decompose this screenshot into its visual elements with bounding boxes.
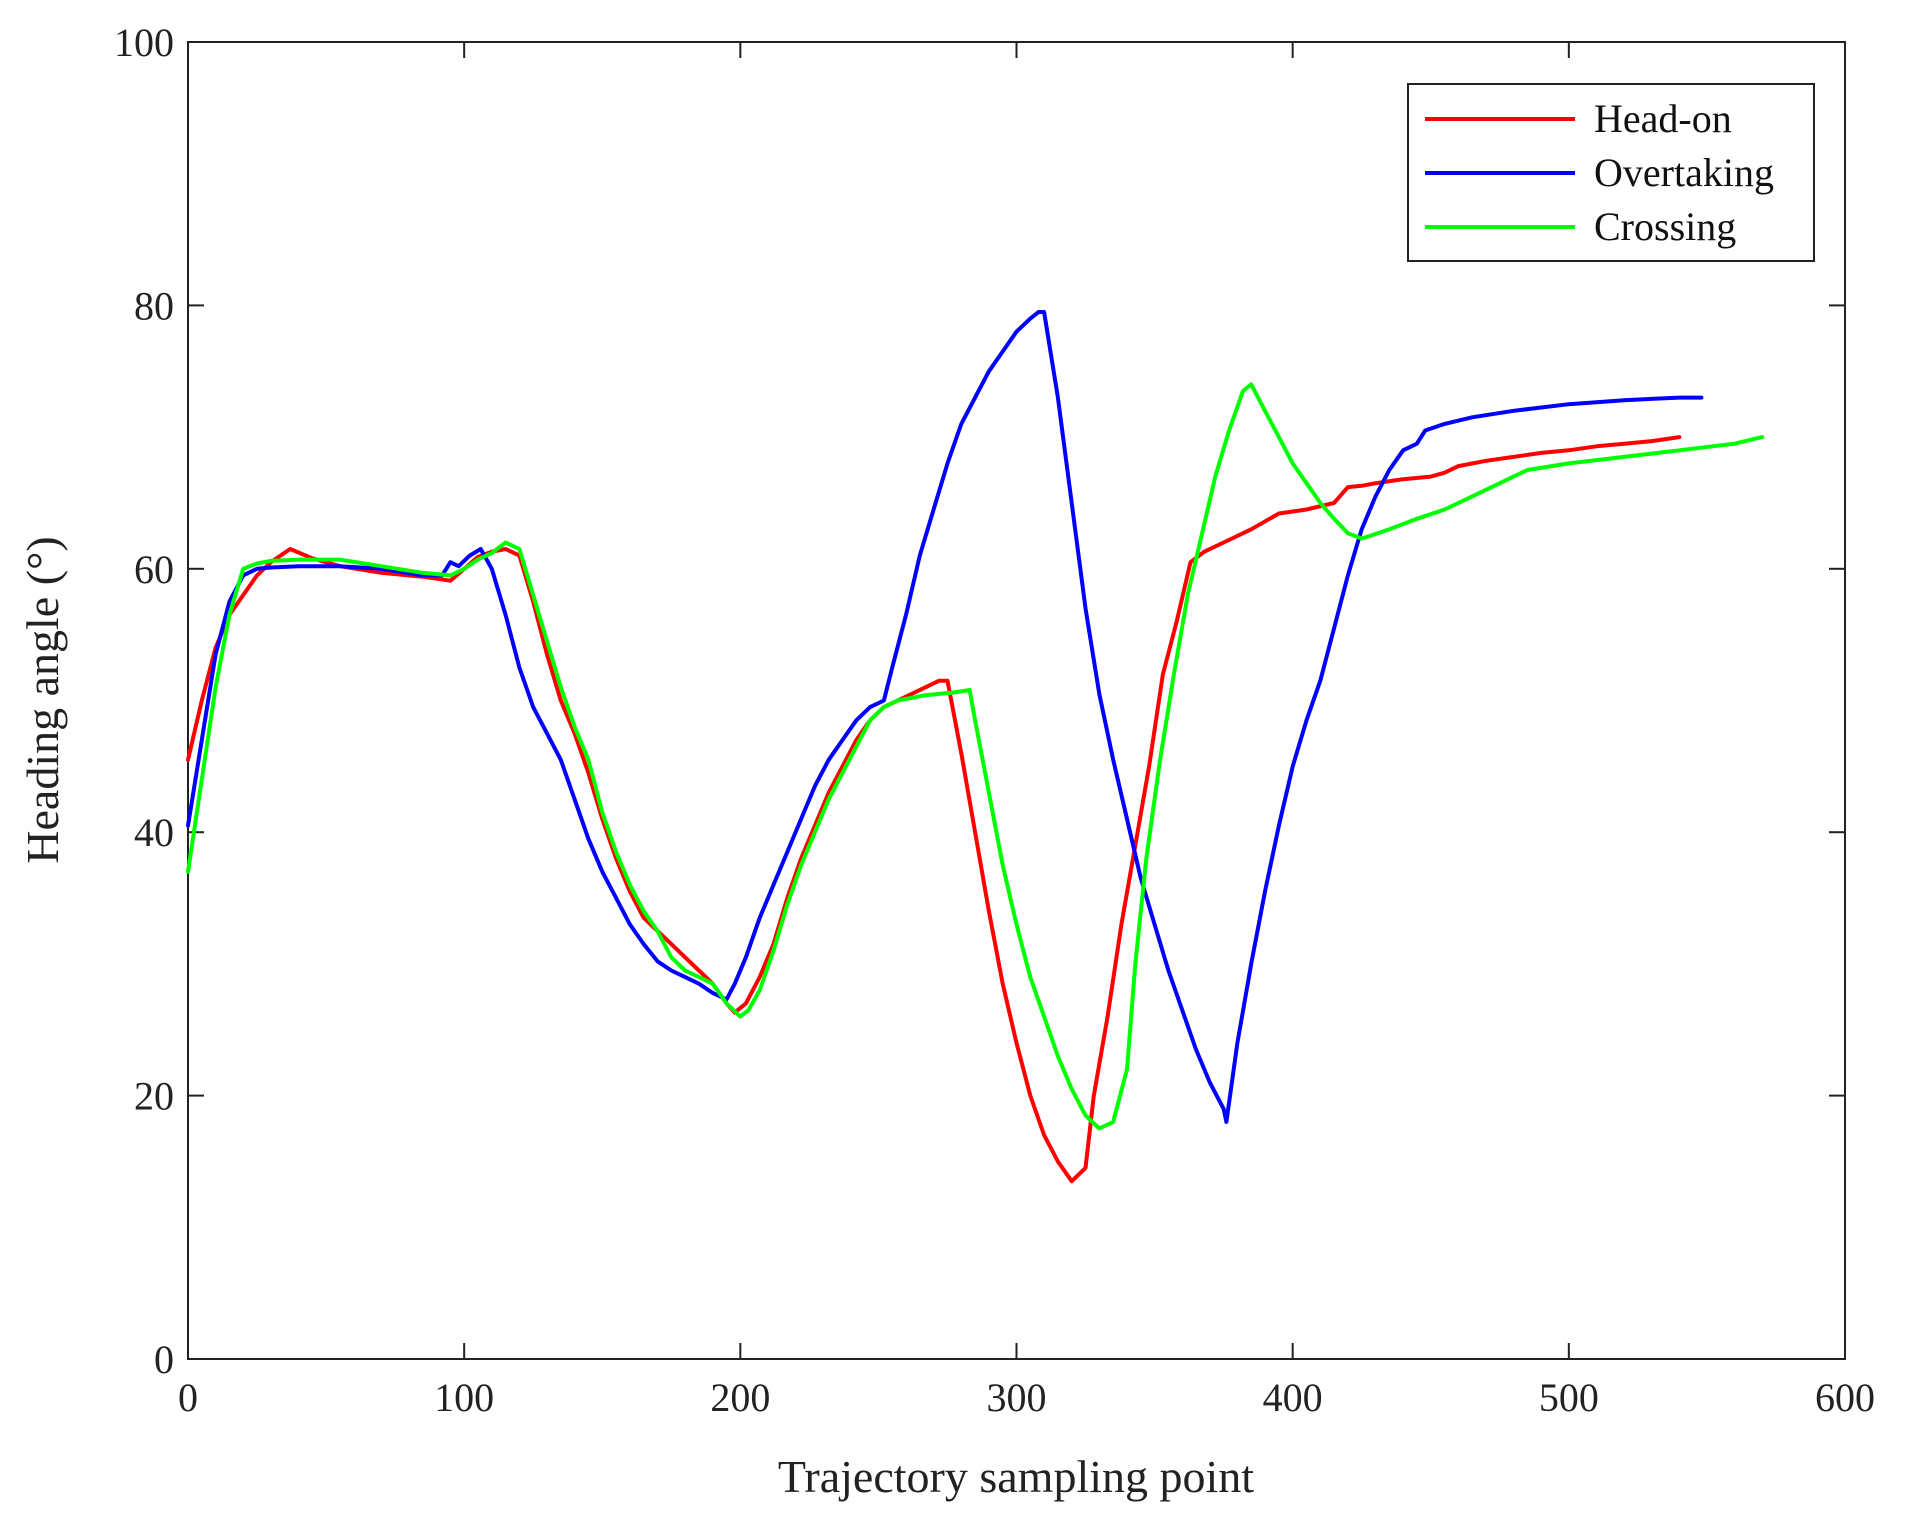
legend: Head-on Overtaking Crossing bbox=[1407, 83, 1815, 262]
x-tick-label: 300 bbox=[987, 1375, 1047, 1420]
y-tick-label: 20 bbox=[134, 1074, 174, 1119]
x-tick-label: 500 bbox=[1539, 1375, 1599, 1420]
series-line-overtaking bbox=[186, 310, 1704, 1124]
y-tick-label: 60 bbox=[134, 547, 174, 592]
y-tick-label: 40 bbox=[134, 810, 174, 855]
x-tick-label: 600 bbox=[1815, 1375, 1875, 1420]
y-axis: 0 20 40 60 80 100 bbox=[114, 20, 1845, 1382]
x-tick-label: 0 bbox=[178, 1375, 198, 1420]
x-axis-label: Trajectory sampling point bbox=[778, 1451, 1254, 1502]
series-line-head-on bbox=[186, 435, 1682, 1184]
y-axis-label: Heading angle (°) bbox=[17, 536, 68, 863]
series-lines bbox=[186, 310, 1765, 1184]
x-axis: 0 100 200 300 400 500 600 bbox=[178, 42, 1875, 1420]
y-tick-label: 0 bbox=[154, 1337, 174, 1382]
x-tick-label: 200 bbox=[710, 1375, 770, 1420]
series-line-crossing bbox=[186, 382, 1765, 1131]
x-tick-label: 400 bbox=[1263, 1375, 1323, 1420]
legend-label-crossing: Crossing bbox=[1594, 204, 1736, 249]
legend-label-overtaking: Overtaking bbox=[1594, 150, 1774, 195]
y-tick-label: 100 bbox=[114, 20, 174, 65]
x-tick-label: 100 bbox=[434, 1375, 494, 1420]
y-tick-label: 80 bbox=[134, 283, 174, 328]
legend-label-head-on: Head-on bbox=[1594, 96, 1732, 141]
